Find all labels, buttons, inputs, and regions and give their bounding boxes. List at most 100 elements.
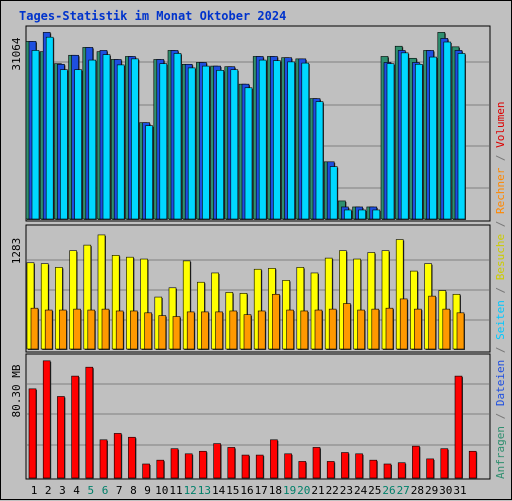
bar bbox=[40, 263, 49, 350]
bar bbox=[287, 61, 295, 220]
bar bbox=[371, 308, 380, 350]
x-tick-label: 25 bbox=[368, 484, 381, 497]
bar bbox=[31, 50, 40, 220]
legend-item: / bbox=[494, 148, 507, 168]
x-tick-label: 12 bbox=[184, 484, 197, 497]
bar bbox=[116, 64, 125, 220]
bar bbox=[329, 166, 338, 220]
bar bbox=[130, 310, 138, 350]
x-tick-label: 26 bbox=[382, 484, 395, 497]
x-tick-label: 17 bbox=[255, 484, 268, 497]
legend-item: Seiten bbox=[494, 300, 507, 340]
bar bbox=[187, 67, 196, 220]
bar bbox=[230, 69, 239, 220]
bar bbox=[202, 65, 210, 220]
bar bbox=[172, 316, 181, 350]
bar bbox=[385, 307, 394, 350]
bar bbox=[395, 239, 404, 350]
legend-item: Rechner bbox=[494, 167, 507, 214]
bar bbox=[300, 310, 309, 350]
x-tick-label: 20 bbox=[297, 484, 310, 497]
bar bbox=[216, 70, 224, 220]
bar bbox=[215, 311, 223, 350]
bar bbox=[344, 209, 352, 220]
bar bbox=[57, 396, 65, 479]
legend: Anfragen / Dateien / Seiten / Besuche / … bbox=[494, 101, 507, 479]
bar bbox=[358, 209, 366, 220]
bar bbox=[126, 256, 134, 350]
bar bbox=[184, 453, 193, 479]
x-tick-label: 31 bbox=[453, 484, 466, 497]
bar bbox=[454, 375, 463, 479]
legend-item: Dateien bbox=[494, 360, 507, 406]
bar bbox=[429, 56, 437, 220]
x-tick-label: 13 bbox=[198, 484, 211, 497]
bar bbox=[227, 447, 236, 479]
bar bbox=[144, 312, 152, 350]
bar bbox=[314, 309, 323, 350]
bar bbox=[440, 448, 449, 479]
bar bbox=[244, 87, 253, 220]
bar bbox=[128, 436, 136, 479]
bar bbox=[156, 459, 165, 479]
bar bbox=[400, 52, 409, 220]
legend-item: / bbox=[494, 280, 507, 300]
bar bbox=[158, 315, 167, 350]
bar bbox=[241, 454, 250, 479]
bar bbox=[74, 69, 82, 220]
x-tick-label: 3 bbox=[59, 484, 66, 497]
x-tick-label: 8 bbox=[130, 484, 137, 497]
x-tick-label: 5 bbox=[87, 484, 94, 497]
bar bbox=[140, 258, 148, 350]
bar bbox=[341, 452, 349, 479]
bar bbox=[55, 267, 63, 350]
x-tick-label: 22 bbox=[326, 484, 339, 497]
bar bbox=[397, 462, 406, 479]
bar bbox=[272, 293, 280, 350]
bar bbox=[186, 311, 195, 350]
x-tick-label: 4 bbox=[73, 484, 80, 497]
bar bbox=[88, 59, 97, 220]
legend-item: / bbox=[494, 340, 507, 360]
bar bbox=[383, 463, 392, 479]
bar bbox=[59, 309, 67, 350]
legend-item: / bbox=[494, 406, 507, 426]
bar bbox=[273, 60, 281, 220]
bar bbox=[69, 250, 77, 350]
bar bbox=[381, 250, 390, 350]
chart-title: Tages-Statistik im Monat Oktober 2024 bbox=[19, 9, 286, 23]
bar bbox=[456, 312, 465, 350]
x-tick-label: 15 bbox=[226, 484, 239, 497]
x-tick-label: 18 bbox=[269, 484, 282, 497]
bar bbox=[97, 234, 106, 350]
x-tick-label: 7 bbox=[116, 484, 123, 497]
bar bbox=[253, 268, 262, 350]
bar bbox=[30, 307, 39, 350]
x-tick-label: 14 bbox=[212, 484, 226, 497]
bar bbox=[173, 53, 182, 220]
bar bbox=[443, 41, 452, 220]
bar bbox=[71, 375, 79, 479]
x-tick-label: 16 bbox=[240, 484, 253, 497]
x-tick-label: 21 bbox=[311, 484, 324, 497]
bar bbox=[28, 388, 37, 479]
bar bbox=[414, 308, 422, 350]
x-tick-label: 24 bbox=[354, 484, 368, 497]
bar bbox=[369, 459, 378, 479]
bar bbox=[399, 298, 408, 350]
bar bbox=[182, 260, 191, 350]
y-axis-label: 1283 bbox=[10, 238, 23, 265]
x-tick-label: 23 bbox=[340, 484, 353, 497]
bar bbox=[442, 308, 451, 350]
bar bbox=[315, 101, 324, 220]
bar bbox=[328, 308, 337, 350]
y-axis-label: 31064 bbox=[10, 37, 23, 70]
bar bbox=[60, 69, 68, 220]
bar bbox=[468, 450, 477, 479]
bar bbox=[326, 461, 335, 479]
legend-item: Anfragen bbox=[494, 426, 507, 479]
bar bbox=[353, 258, 361, 350]
x-tick-label: 6 bbox=[102, 484, 109, 497]
bar bbox=[170, 448, 179, 479]
